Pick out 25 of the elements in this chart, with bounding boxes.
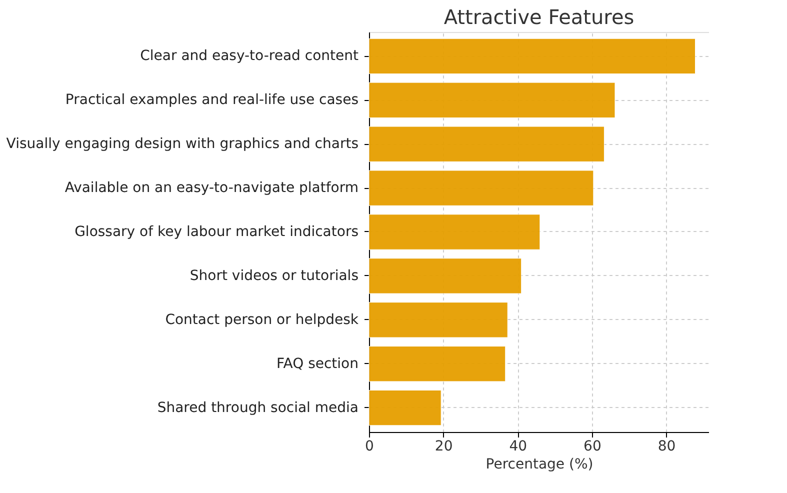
bar <box>368 82 616 118</box>
x-tick-label: 60 <box>584 438 602 454</box>
y-tick-label: FAQ section <box>276 356 358 372</box>
bar <box>368 346 506 382</box>
y-tick-label: Short videos or tutorials <box>190 268 358 284</box>
x-tick-label: 0 <box>365 438 374 454</box>
bar <box>368 38 696 74</box>
x-tick-label: 20 <box>434 438 453 454</box>
bar <box>368 302 508 338</box>
x-tick-label: 40 <box>509 438 528 454</box>
y-tick-label: Clear and easy-to-read content <box>140 48 360 64</box>
y-tick-label: Visually engaging design with graphics and charts <box>6 136 358 152</box>
bar <box>368 258 522 294</box>
y-tick-label: Shared through social media <box>157 400 358 416</box>
x-tick-label: 80 <box>658 438 676 454</box>
y-tick-label: Practical examples and real-life use cases <box>65 92 358 108</box>
y-tick-label: Available on an easy-to-navigate platform <box>64 180 358 196</box>
y-tick-label: Glossary of key labour market indicators <box>74 224 358 240</box>
y-tick-label: Contact person or helpdesk <box>165 312 360 328</box>
bar <box>368 126 604 162</box>
bar <box>368 390 442 426</box>
x-axis-title: Percentage (%) <box>486 456 594 472</box>
chart-title: Attractive Features <box>444 5 634 29</box>
bar <box>368 214 540 250</box>
bar <box>368 170 594 206</box>
